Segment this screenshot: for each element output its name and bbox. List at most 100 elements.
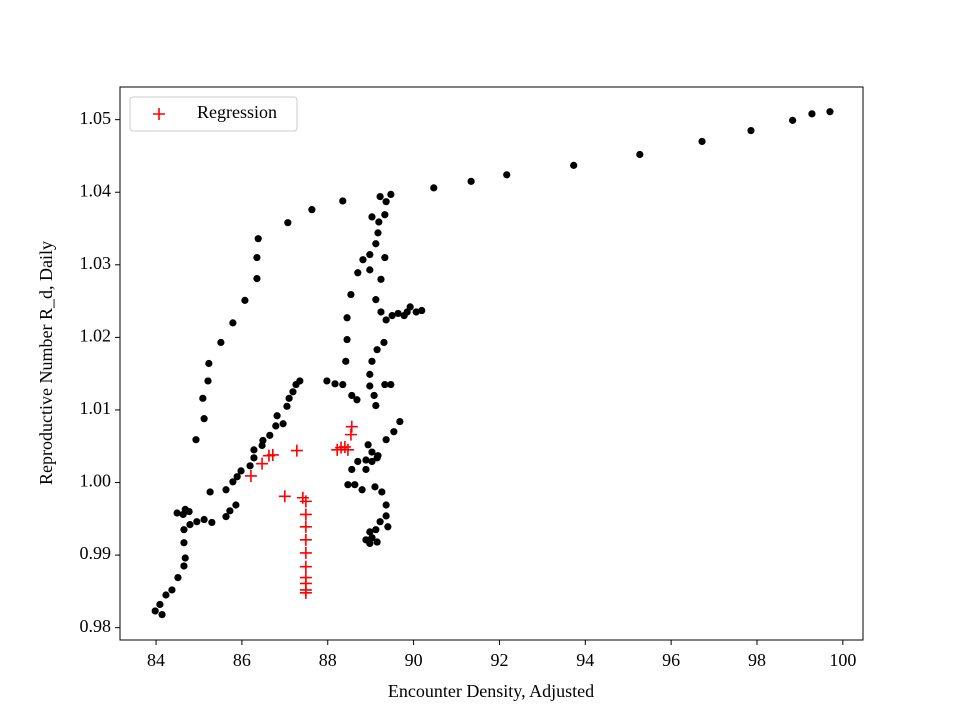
point [193, 518, 201, 526]
x-tick-label: 88 [319, 650, 337, 670]
point [256, 457, 269, 470]
point [747, 126, 755, 135]
point [362, 465, 370, 474]
point [347, 290, 355, 299]
point [244, 469, 257, 482]
point [168, 586, 176, 594]
point [381, 380, 389, 389]
point [229, 319, 237, 327]
y-tick-label: 1.04 [80, 180, 112, 200]
point [372, 296, 380, 304]
point [382, 501, 390, 509]
point [384, 523, 392, 531]
x-tick-label: 92 [490, 650, 508, 670]
point [180, 562, 188, 570]
point [278, 490, 291, 503]
point [246, 462, 254, 470]
legend-label: Regression [197, 102, 277, 122]
point [373, 454, 381, 462]
point [162, 591, 170, 599]
point [380, 338, 388, 347]
point [467, 177, 475, 185]
point [362, 456, 370, 464]
point [368, 457, 376, 466]
point [299, 495, 312, 508]
point [371, 483, 379, 491]
point [373, 538, 381, 546]
point [348, 391, 356, 400]
y-axis-label: Reproductive Number R_d, Daily [36, 241, 56, 485]
point [181, 554, 189, 562]
x-tick-label: 98 [748, 650, 766, 670]
point [299, 520, 312, 533]
point [394, 309, 402, 318]
point [359, 256, 367, 264]
point [222, 513, 230, 521]
point [343, 314, 351, 322]
point [200, 515, 208, 524]
point [366, 382, 374, 390]
point [299, 508, 312, 521]
point [377, 308, 385, 316]
point [208, 518, 216, 527]
point [351, 481, 359, 489]
point [253, 253, 261, 262]
point [366, 528, 374, 536]
point [381, 253, 389, 262]
point [388, 312, 396, 320]
point [339, 380, 347, 389]
x-tick-label: 100 [829, 650, 856, 670]
point [377, 275, 385, 283]
point [259, 436, 267, 445]
point [253, 274, 261, 283]
point [151, 607, 159, 615]
point [387, 190, 395, 199]
point [232, 501, 240, 509]
point [266, 448, 279, 461]
point [372, 240, 380, 248]
point [396, 417, 404, 426]
point [285, 394, 293, 402]
y-tick-label: 1.00 [80, 471, 112, 491]
point [403, 308, 411, 316]
point [362, 536, 370, 544]
point [341, 443, 354, 456]
point [199, 394, 207, 402]
point [373, 346, 381, 354]
point [323, 377, 331, 385]
point [192, 436, 200, 444]
y-tick-label: 0.98 [80, 616, 112, 636]
point [353, 396, 361, 404]
point [376, 192, 384, 201]
point [826, 108, 834, 116]
x-tick-label: 96 [662, 650, 680, 670]
point [390, 428, 398, 436]
point [299, 533, 312, 546]
point [366, 370, 374, 378]
point [344, 428, 357, 441]
point [376, 518, 384, 526]
point [698, 137, 706, 146]
point [345, 420, 358, 433]
point [503, 171, 511, 179]
point [387, 380, 395, 389]
point [342, 357, 350, 365]
y-tick-label: 1.01 [80, 398, 112, 418]
point [254, 235, 262, 243]
point [180, 526, 188, 534]
plot-frame [119, 86, 864, 641]
point [200, 415, 208, 423]
x-axis-label: Encounter Density, Adjusted [388, 681, 594, 701]
point [808, 110, 816, 118]
point [366, 251, 374, 259]
point [366, 266, 374, 274]
point [206, 488, 214, 496]
y-tick-label: 1.02 [80, 325, 112, 345]
point [789, 116, 797, 124]
point [250, 446, 258, 454]
point [180, 539, 188, 547]
point [368, 357, 376, 365]
point [233, 473, 241, 481]
point [382, 316, 390, 324]
